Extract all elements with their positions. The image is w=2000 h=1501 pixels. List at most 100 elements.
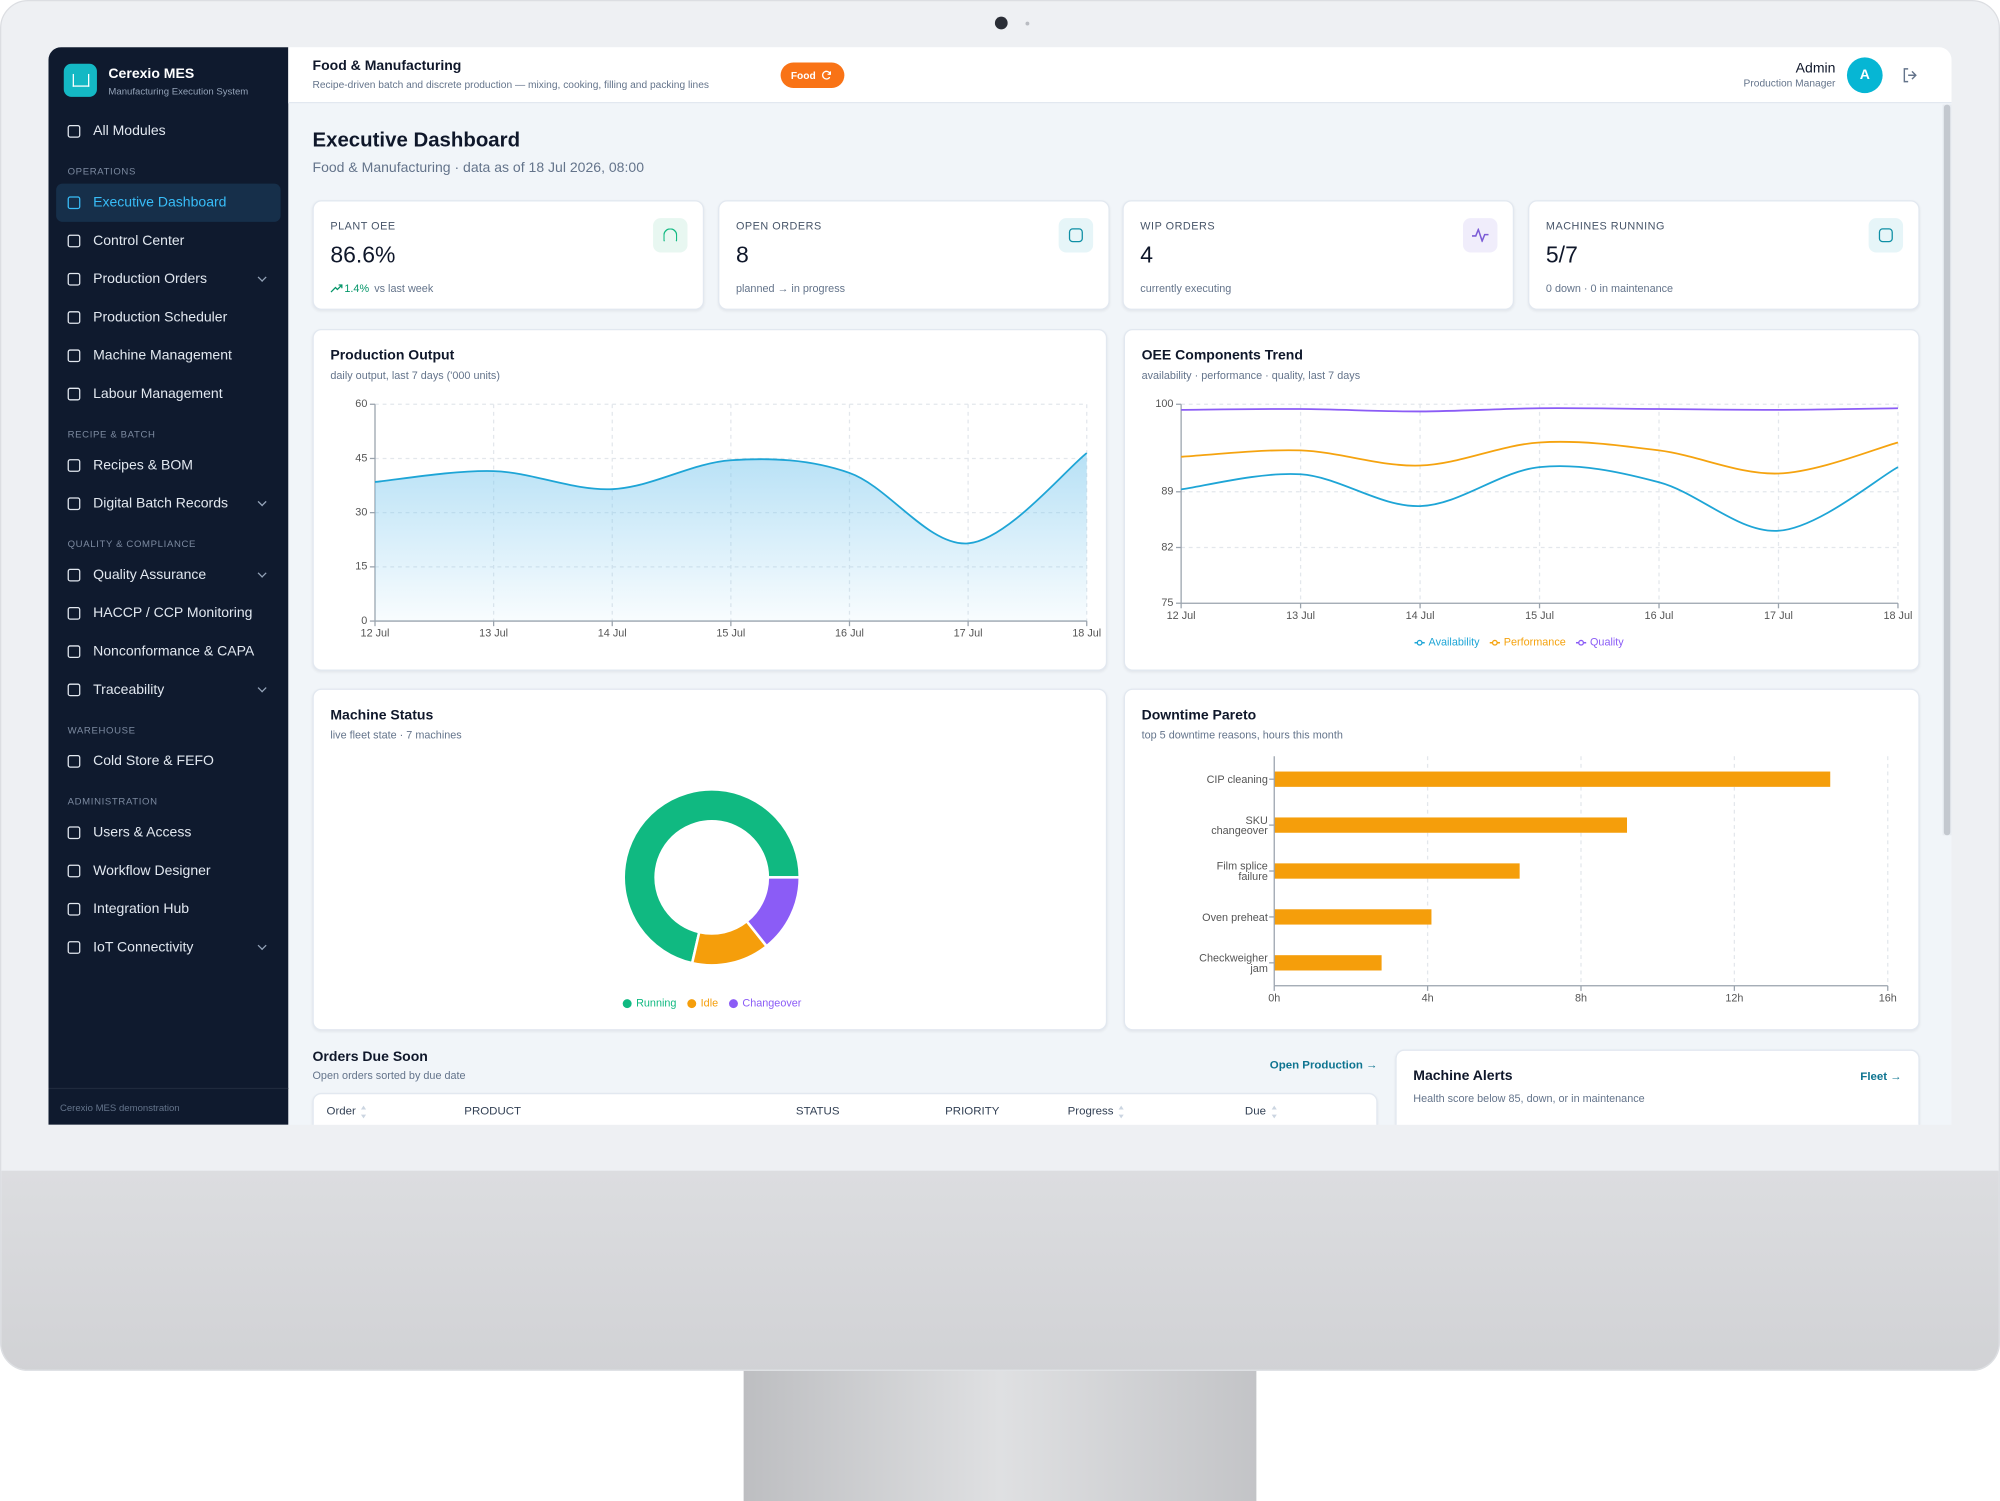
y-tick-label: 100: [1155, 398, 1173, 410]
legend-item[interactable]: Performance: [1489, 637, 1566, 649]
chart-card: Production Output daily output, last 7 d…: [312, 329, 1108, 671]
sort-icon: [360, 1105, 367, 1119]
avatar[interactable]: A: [1846, 57, 1883, 94]
y-tick-label: 15: [355, 561, 367, 573]
chart-subtitle: live fleet state · 7 machines: [330, 728, 462, 741]
column-label: Due: [1244, 1104, 1266, 1118]
nav-label: Executive Dashboard: [93, 195, 227, 211]
y-tick-label: Oven preheat: [1202, 910, 1268, 923]
y-tick-label: 45: [355, 452, 367, 464]
nav-item[interactable]: Workflow Designer: [56, 852, 280, 890]
screen: Cerexio MES Manufacturing Execution Syst…: [48, 47, 1952, 1125]
line: [1181, 440, 1899, 475]
legend: Running Idle Changeover: [622, 998, 802, 1010]
logo[interactable]: [63, 63, 97, 97]
user-role: Production Manager: [1743, 77, 1836, 90]
nav-label: Integration Hub: [93, 901, 190, 917]
chart-title: Machine Status: [330, 707, 434, 724]
fleet-link[interactable]: Fleet →: [1860, 1069, 1902, 1083]
x-tick-label: 13 Jul: [479, 628, 508, 640]
kpi-note: planned → in progress: [735, 281, 846, 295]
scrollbar: [1942, 104, 1952, 836]
trend-icon: [330, 284, 343, 293]
y-tick-label-box: Film splice failure: [1217, 860, 1268, 882]
donut-segment: [622, 788, 802, 965]
nav-item[interactable]: Nonconformance & CAPA: [56, 633, 280, 671]
chevron: [257, 497, 267, 507]
scroll-thumb[interactable]: [1943, 104, 1951, 836]
legend-marker: [622, 999, 632, 1009]
bar: [1274, 863, 1520, 879]
sensor: [1025, 21, 1030, 26]
logout-button[interactable]: [1902, 68, 1917, 83]
column-label: STATUS: [795, 1104, 840, 1118]
nav-item[interactable]: Cold Store & FEFO: [56, 742, 280, 780]
y-tick-label-box: Checkweigher jam: [1199, 952, 1268, 974]
industry-badge[interactable]: Food: [780, 62, 845, 88]
nav-item[interactable]: Production Scheduler: [56, 298, 280, 336]
badge-label: Food: [790, 69, 816, 81]
nav-item[interactable]: Labour Management: [56, 375, 280, 413]
chart-card: Downtime Pareto top 5 downtime reasons, …: [1123, 688, 1920, 1031]
chart-title: Production Output: [330, 348, 455, 364]
kpi-value: 8: [735, 242, 749, 268]
column-header: PRODUCT: [464, 1104, 521, 1117]
nav-item[interactable]: Users & Access: [56, 814, 280, 852]
open-production-link[interactable]: Open Production →: [1269, 1058, 1378, 1072]
nav-icon: [67, 497, 81, 511]
nav-item[interactable]: Control Center: [56, 222, 280, 260]
x-tick-label: 4h: [1422, 992, 1434, 1004]
nav-item[interactable]: Digital Batch Records: [56, 485, 280, 523]
x-tick-label: 15 Jul: [716, 628, 745, 640]
legend-item[interactable]: Quality: [1575, 637, 1624, 649]
kpi-label: WIP ORDERS: [1140, 219, 1216, 233]
nav-item[interactable]: Traceability: [56, 671, 280, 709]
nav-label: IoT Connectivity: [93, 939, 194, 956]
nav-item[interactable]: Recipes & BOM: [56, 446, 280, 484]
nav-item[interactable]: Quality Assurance: [56, 556, 280, 594]
column-header[interactable]: Order: [327, 1104, 367, 1119]
alerts-card: Machine Alerts Health score below 85, do…: [1395, 1049, 1920, 1125]
nav-item[interactable]: Executive Dashboard: [56, 183, 281, 222]
nav-item[interactable]: IoT Connectivity: [56, 928, 280, 966]
legend-item[interactable]: Availability: [1414, 637, 1481, 649]
x-tick-label: 18 Jul: [1072, 628, 1101, 640]
nav-item[interactable]: Machine Management: [56, 337, 280, 375]
y-tick-label: SKU changeover: [1211, 812, 1268, 837]
page-title: Executive Dashboard: [312, 130, 521, 152]
nav-label: Production Scheduler: [93, 309, 228, 326]
legend-item[interactable]: Changeover: [728, 998, 802, 1010]
nav-item[interactable]: HACCP / CCP Monitoring: [56, 594, 280, 632]
x-tick-label: 17 Jul: [954, 628, 983, 640]
nav-item[interactable]: Production Orders: [56, 260, 280, 298]
nav-icon: [67, 387, 81, 401]
nav-label: Production Orders: [93, 271, 207, 287]
y-tick-label-box: SKU changeover: [1211, 812, 1268, 837]
kpi-card: WIP ORDERS 4 currently executing: [1122, 200, 1515, 310]
kpi-label: PLANT OEE: [330, 219, 396, 233]
legend-item[interactable]: Idle: [687, 998, 718, 1010]
legend-item[interactable]: Running: [622, 998, 677, 1010]
y-tick-label: 82: [1161, 541, 1173, 553]
user-name: Admin: [1795, 61, 1836, 77]
nav-icon: [67, 645, 81, 659]
column-header[interactable]: Progress: [1068, 1104, 1124, 1119]
legend-marker: [1578, 639, 1585, 646]
nav-item[interactable]: All Modules: [56, 112, 280, 150]
area: [374, 453, 1087, 622]
nav-icon: [67, 826, 81, 840]
nav-icon: [67, 607, 81, 620]
chart-card: Machine Status live fleet state · 7 mach…: [312, 688, 1108, 1031]
nav-item[interactable]: Integration Hub: [56, 890, 280, 928]
kpi-icon: [1868, 218, 1904, 253]
y-tick-label: 60: [355, 398, 367, 410]
kpi-note: currently executing: [1140, 281, 1232, 295]
monitor-chin: [1, 1170, 1999, 1370]
chart-card: OEE Components Trend availability · perf…: [1123, 329, 1920, 671]
x-tick-label: 17 Jul: [1764, 610, 1793, 622]
legend-marker: [728, 999, 738, 1009]
nav-label: Recipes & BOM: [93, 457, 193, 474]
legend-label: Running: [636, 998, 676, 1010]
column-header[interactable]: Due: [1244, 1104, 1277, 1119]
chart: 0 15 30 45 60 12 Jul 13 Jul 14 Jul 15 Jul 16 Jul 1…: [355, 398, 1101, 640]
